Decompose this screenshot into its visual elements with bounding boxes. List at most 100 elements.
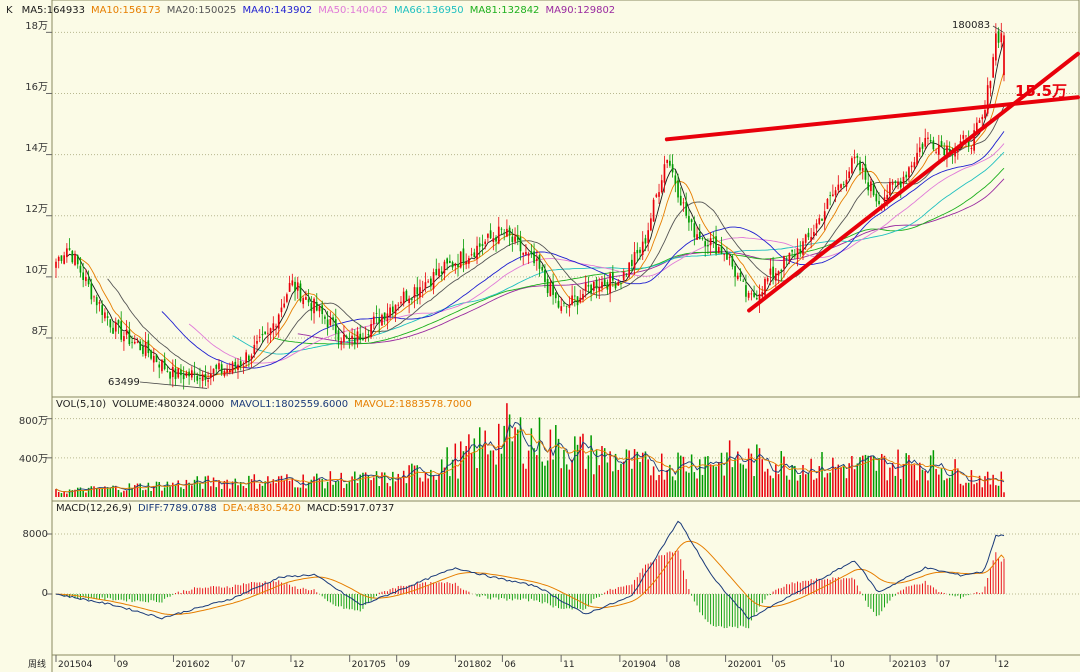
candle-body <box>538 255 541 269</box>
volume-bar <box>620 463 622 497</box>
volume-bar <box>644 451 647 497</box>
macd-params-legend: MACD(12,26,9) <box>56 503 132 514</box>
ma40-legend: MA40:143902 <box>242 5 313 16</box>
candle-body <box>261 333 264 336</box>
candle-body <box>870 181 872 192</box>
candle-body <box>764 278 766 296</box>
volume-bar <box>595 450 598 497</box>
candle-body <box>810 236 812 241</box>
ma40-line <box>161 131 1005 369</box>
candle-body <box>256 341 258 344</box>
candle-body <box>182 374 185 380</box>
support-trendline <box>747 51 1080 313</box>
candle-body <box>169 371 171 379</box>
candle-body <box>598 287 601 291</box>
volume-bar <box>756 444 758 497</box>
candle-body <box>478 243 481 247</box>
ma10-legend: MA10:156173 <box>90 5 161 16</box>
volume-bar <box>929 455 932 497</box>
volume-bar <box>753 476 755 497</box>
volume-bar <box>967 482 970 497</box>
volume-bar <box>647 459 649 497</box>
volume-bar <box>454 443 457 497</box>
volume-bar <box>663 479 666 497</box>
candle-body <box>465 261 468 265</box>
candle-body <box>481 244 484 247</box>
candle-body <box>758 293 761 303</box>
volume-bar <box>766 468 769 497</box>
candle-body <box>641 241 644 255</box>
candle-body <box>720 245 723 254</box>
volume-bar <box>492 450 495 497</box>
volume-bar <box>859 457 861 497</box>
candle-body <box>82 272 85 280</box>
candle-body <box>408 298 410 304</box>
volume-bar <box>74 489 76 497</box>
volume-bar <box>351 476 353 497</box>
candle-body <box>747 292 750 298</box>
volume-bar <box>897 449 899 497</box>
candle-body <box>973 130 975 151</box>
volume-bar <box>886 480 888 497</box>
candle-body <box>965 135 967 137</box>
candle-body <box>142 346 144 354</box>
candle-body <box>424 282 427 289</box>
volume-bar <box>348 480 351 497</box>
volume-bar <box>848 463 850 497</box>
candle-body <box>484 241 487 244</box>
volume-bar <box>715 466 717 497</box>
time-tick-label: 10 <box>833 660 845 670</box>
candle-body <box>984 110 986 119</box>
candle-body <box>163 359 166 370</box>
volume-bar <box>481 446 484 497</box>
candle-body <box>283 303 286 308</box>
candle-body <box>753 292 755 297</box>
candle-body <box>351 335 353 339</box>
volume-bar <box>891 462 894 497</box>
volume-bar <box>220 488 223 497</box>
volume-bar <box>995 485 997 497</box>
candle-body <box>400 301 402 304</box>
candle-body <box>584 283 587 292</box>
volume-bar <box>394 481 397 497</box>
volume-bar <box>326 481 329 497</box>
candle-body <box>123 336 125 342</box>
volume-bar <box>104 486 106 497</box>
candle-body <box>215 364 218 369</box>
volume-bar <box>364 472 367 497</box>
candle-body <box>421 290 424 292</box>
volume-bar <box>737 451 739 497</box>
volume-bar <box>614 453 617 497</box>
volume-bar <box>416 465 419 497</box>
volume-bar <box>948 477 951 497</box>
volume-bar <box>258 483 261 497</box>
candle-body <box>856 155 859 158</box>
volume-bar <box>218 480 220 497</box>
volume-bar <box>386 482 389 497</box>
candle-body <box>554 292 557 299</box>
candle-body <box>832 194 834 197</box>
volume-bar <box>280 475 283 497</box>
ma90-line <box>297 178 1005 344</box>
candle-body <box>750 293 753 295</box>
volume-bar <box>946 478 948 497</box>
candle-body <box>631 259 633 267</box>
volume-bar <box>690 454 693 497</box>
volume-bar <box>473 438 476 497</box>
candle-body <box>943 149 946 156</box>
candle-body <box>628 262 630 277</box>
volume-bar <box>791 464 793 497</box>
candle-body <box>802 241 804 255</box>
candle-body <box>644 238 647 244</box>
candle-body <box>807 232 810 238</box>
volume-bar <box>574 436 576 497</box>
candle-body <box>682 202 685 204</box>
time-tick-label: 07 <box>234 660 246 670</box>
volume-bar <box>815 478 818 497</box>
volume-bar <box>405 483 408 497</box>
volume-bar <box>777 474 780 497</box>
candle-body <box>736 275 739 280</box>
volume-bar <box>957 468 959 497</box>
candle-body <box>783 255 785 269</box>
